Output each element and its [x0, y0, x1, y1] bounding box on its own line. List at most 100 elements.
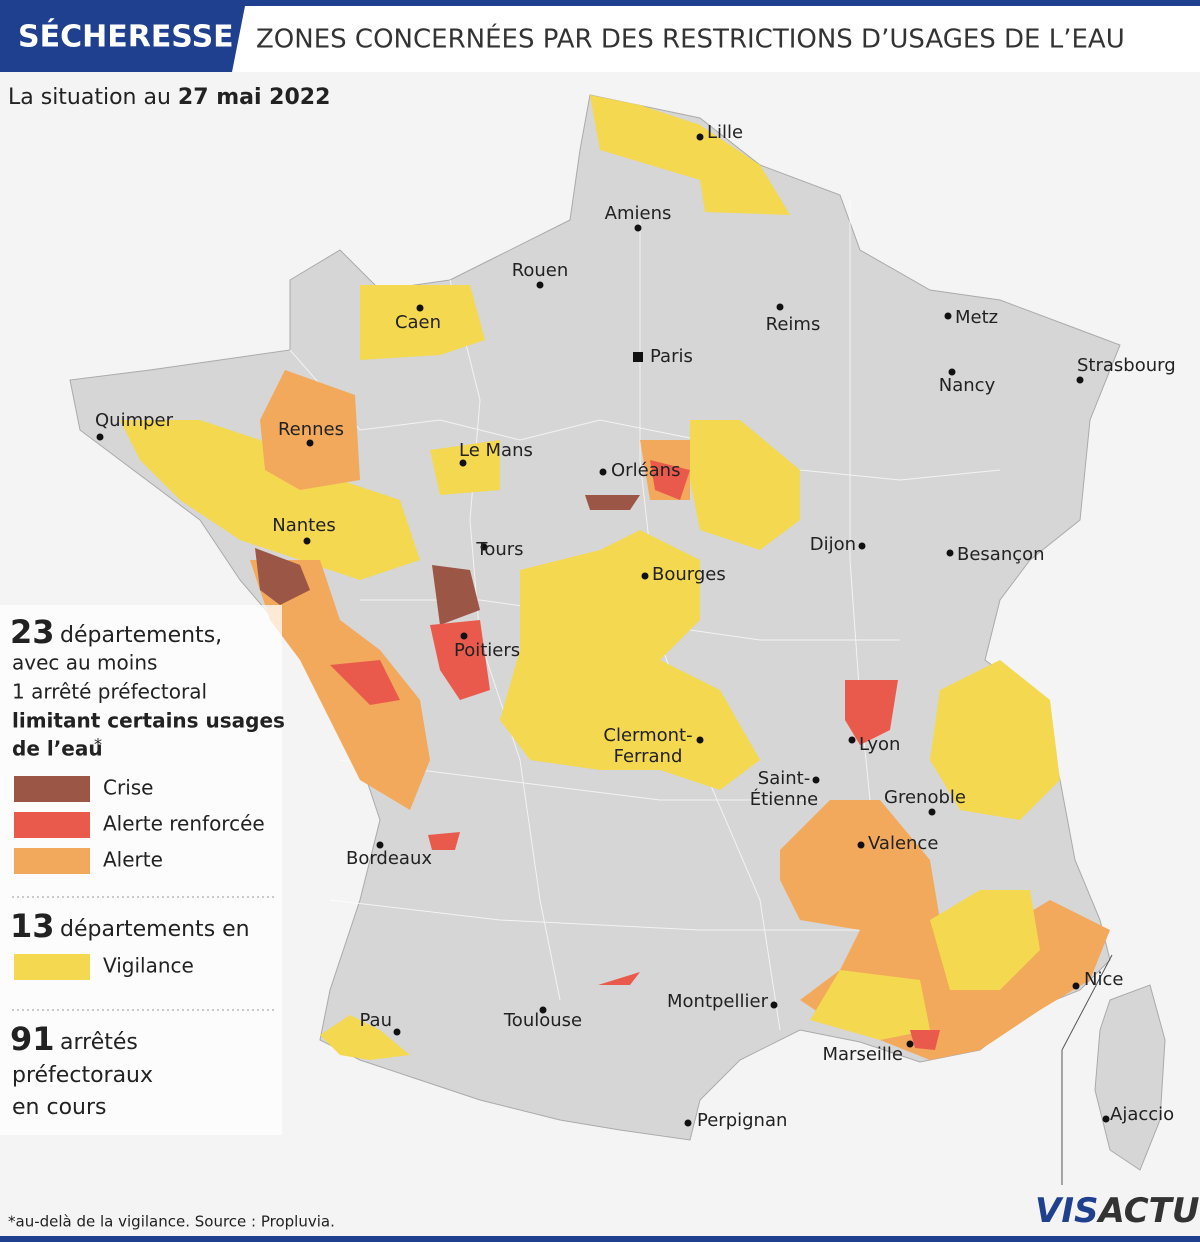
city-marker	[857, 841, 865, 849]
city-marker	[1072, 982, 1080, 990]
city-label: Bourges	[652, 564, 726, 585]
city-marker	[536, 281, 544, 289]
city-marker	[599, 468, 607, 476]
header-tag-box	[0, 6, 245, 72]
city-label: Ferrand	[614, 746, 683, 767]
zone-alerte	[260, 370, 360, 490]
zone-alerte-renforcee	[598, 972, 640, 985]
summary-number: 91	[10, 1020, 55, 1058]
city-label: Quimper	[95, 410, 174, 431]
legend-label: Crise	[103, 776, 153, 800]
city-label: Ajaccio	[1110, 1104, 1174, 1125]
city-label: Valence	[868, 833, 938, 854]
city-label: Toulouse	[503, 1010, 582, 1031]
summary-number: 23	[10, 613, 55, 651]
zone-alerte-renforcee	[650, 460, 690, 500]
city-label: Dijon	[810, 534, 856, 555]
legend-swatch	[14, 776, 90, 802]
legend-swatch	[14, 954, 90, 980]
city-label: Strasbourg	[1077, 355, 1176, 376]
city-marker	[948, 368, 956, 376]
legend-label: Alerte	[103, 848, 163, 872]
city-label: Rouen	[512, 260, 569, 281]
city-marker	[480, 543, 488, 551]
summary-bold: limitant certains usages	[12, 709, 285, 733]
zone-vigilance	[930, 660, 1060, 820]
corsica-outline	[1094, 984, 1166, 1171]
summary-text: arrêtés	[60, 1030, 138, 1055]
zone-vigilance	[930, 890, 1040, 990]
zone-vigilance	[500, 530, 760, 790]
city-label: Nantes	[272, 515, 335, 536]
zone-crise	[432, 565, 480, 625]
city-label: Perpignan	[697, 1110, 787, 1131]
summary-text: avec au moins	[12, 651, 157, 675]
city-marker	[393, 1028, 401, 1036]
city-marker	[776, 303, 784, 311]
city-marker	[306, 439, 314, 447]
corsica-divider	[1061, 954, 1113, 1051]
zone-alerte	[250, 560, 430, 810]
city-label: Étienne	[750, 788, 818, 810]
city-marker	[858, 542, 866, 550]
city-label: Lille	[707, 122, 743, 143]
city-label: Tours	[475, 539, 523, 560]
city-label: Grenoble	[884, 787, 966, 808]
summary-text: départements en	[60, 917, 250, 942]
map: Lille Amiens Rouen Caen Reims Metz Paris Strasb…	[69, 94, 1176, 1185]
city-marker	[1102, 1115, 1110, 1123]
zone-vigilance	[690, 420, 800, 550]
city-label: Caen	[395, 312, 441, 333]
summary-text: départements,	[60, 623, 222, 648]
date-value: 27 mai 2022	[178, 85, 330, 110]
city-marker	[696, 736, 704, 744]
city-label: Marseille	[823, 1044, 904, 1065]
city-label: Le Mans	[459, 440, 533, 461]
city-marker	[539, 1006, 547, 1014]
logo-a: VIS	[1035, 1191, 1098, 1231]
city-marker	[459, 459, 467, 467]
summary-text: 1 arrêté préfectoral	[12, 680, 207, 704]
zone-vigilance	[590, 95, 790, 215]
legend-label: Alerte renforcée	[103, 812, 265, 836]
zone-alerte-renforcee	[330, 660, 400, 705]
city-marker	[633, 352, 643, 362]
bottom-rule	[0, 1236, 1200, 1242]
footer-note: *au-delà de la vigilance. Source : Propl…	[8, 1213, 335, 1231]
city-label: Pau	[360, 1010, 392, 1031]
city-marker	[684, 1119, 692, 1127]
top-rule	[0, 0, 1200, 6]
city-label: Nice	[1084, 969, 1123, 990]
city-marker	[928, 808, 936, 816]
date-line: La situation au 27 mai 2022	[8, 85, 330, 110]
zone-vigilance	[360, 285, 485, 360]
city-marker	[1076, 376, 1084, 384]
city-label: Montpellier	[667, 991, 769, 1012]
summary-number: 13	[10, 907, 55, 945]
city-label: Lyon	[859, 734, 900, 755]
city-label: Paris	[650, 346, 693, 367]
logo: VISACTU	[1035, 1191, 1199, 1231]
logo-b: ACTU	[1095, 1191, 1199, 1231]
header-title: ZONES CONCERNÉES PAR DES RESTRICTIONS D’…	[256, 23, 1125, 55]
city-label: Poitiers	[454, 640, 520, 661]
legend-swatch	[14, 812, 90, 838]
zone-alerte-renforcee	[845, 680, 898, 745]
city-marker	[460, 632, 468, 640]
header-tag: SÉCHERESSE	[18, 19, 234, 55]
city-label: Saint-	[758, 768, 810, 789]
city-label: Clermont-	[603, 725, 692, 746]
city-marker	[770, 1001, 778, 1009]
zone-alerte-renforcee	[430, 620, 490, 700]
city-marker	[944, 312, 952, 320]
city-marker	[812, 776, 820, 784]
city-marker	[946, 549, 954, 557]
zone-vigilance	[430, 440, 500, 495]
summary-text: préfectoraux	[12, 1063, 153, 1088]
zone-vigilance	[120, 420, 420, 580]
city-marker	[96, 433, 104, 441]
city-marker	[696, 133, 704, 141]
zone-alerte-renforcee	[910, 1030, 940, 1050]
city-label: Metz	[955, 307, 998, 328]
